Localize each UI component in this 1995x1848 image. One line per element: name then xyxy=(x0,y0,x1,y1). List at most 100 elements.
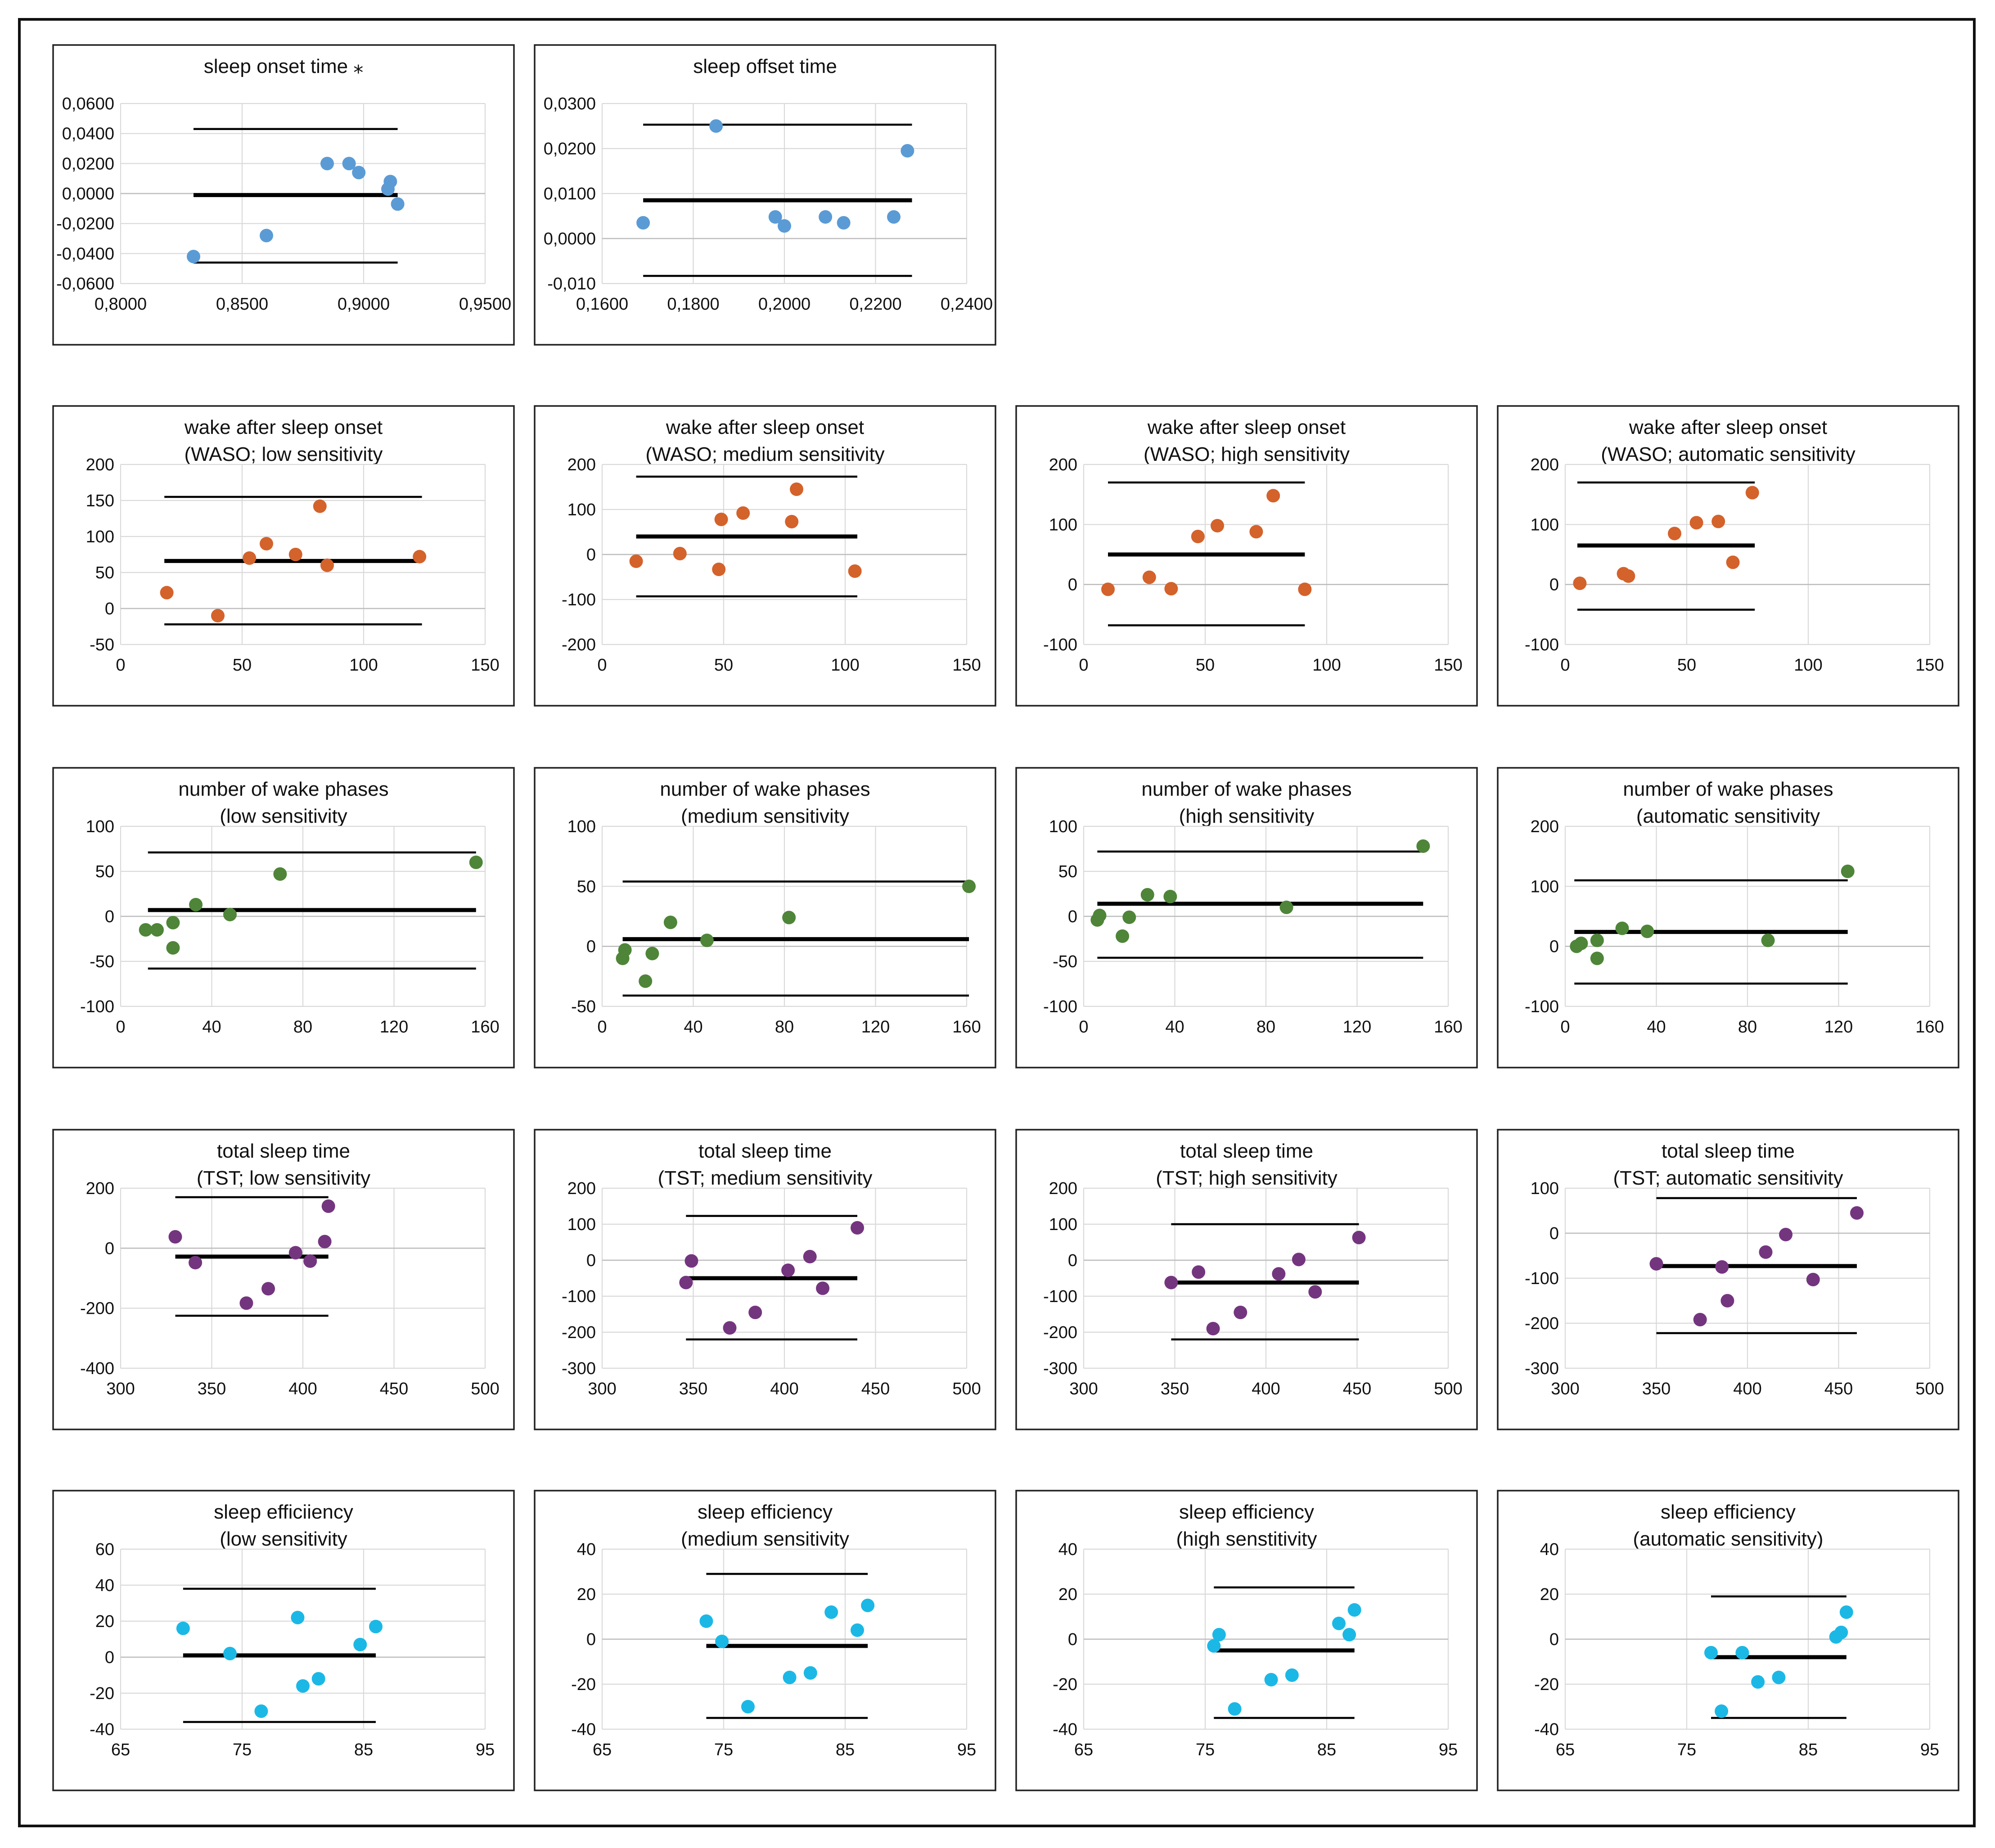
y-tick-label: 20 xyxy=(1058,1585,1077,1604)
data-point xyxy=(1163,890,1177,903)
data-point xyxy=(1211,519,1224,532)
data-point xyxy=(273,867,287,881)
data-point xyxy=(1574,937,1588,950)
chart-title-line: (low sensitivity xyxy=(220,1528,347,1550)
data-point xyxy=(320,157,334,171)
chart-title-line: wake after sleep onset xyxy=(184,416,383,438)
x-tick-label: 100 xyxy=(1312,656,1341,675)
x-tick-label: 350 xyxy=(1161,1379,1189,1398)
y-tick-label: 0,0600 xyxy=(62,95,114,113)
data-point xyxy=(311,1672,325,1686)
x-tick-label: 0,2200 xyxy=(849,295,901,314)
y-tick-label: -300 xyxy=(1525,1359,1559,1378)
data-point xyxy=(352,166,366,180)
y-tick-label: -400 xyxy=(80,1359,114,1378)
data-point xyxy=(223,1647,237,1660)
x-tick-label: 75 xyxy=(233,1740,252,1759)
y-tick-label: -40 xyxy=(1534,1720,1559,1739)
x-tick-label: 65 xyxy=(593,1740,612,1759)
y-tick-label: 0,0200 xyxy=(62,154,114,173)
x-tick-label: 500 xyxy=(1434,1379,1462,1398)
data-point xyxy=(736,506,750,520)
chart-title-line: sleep offset time xyxy=(693,55,837,77)
data-point xyxy=(168,1230,182,1244)
data-point xyxy=(1212,1628,1226,1641)
data-point xyxy=(1720,1294,1734,1307)
data-point xyxy=(1249,525,1263,539)
data-point xyxy=(887,210,901,224)
chart-title-line: (WASO; low sensitivity xyxy=(185,443,383,465)
y-tick-label: -20 xyxy=(571,1675,596,1694)
x-tick-label: 40 xyxy=(1647,1018,1666,1037)
data-point xyxy=(629,554,643,568)
x-tick-label: 150 xyxy=(1915,656,1944,675)
chart-title-line: sleep efficiiency xyxy=(214,1501,353,1523)
x-tick-label: 500 xyxy=(952,1379,981,1398)
data-point xyxy=(223,908,237,921)
y-tick-label: 100 xyxy=(567,817,596,836)
y-tick-label: -0,010 xyxy=(547,275,596,293)
y-tick-label: 20 xyxy=(1540,1585,1559,1604)
data-point xyxy=(1850,1206,1864,1220)
data-point xyxy=(1352,1230,1366,1244)
x-tick-label: 50 xyxy=(1677,656,1696,675)
chart-title-line: (low sensitivity xyxy=(220,805,347,827)
y-tick-label: -50 xyxy=(90,636,114,654)
chart-title-line: wake after sleep onset xyxy=(1629,416,1827,438)
chart-panel-offset: sleep offset time -0,010 0,0000 0,0100 0,020… xyxy=(534,44,996,346)
chart-panel-onset: sleep onset time ⁎ -0,0600 -0,0400 -0,0200 0… xyxy=(52,44,515,346)
x-tick-label: 400 xyxy=(1252,1379,1280,1398)
chart-title-line: (TST; medium sensitivity xyxy=(658,1167,873,1189)
data-point xyxy=(1668,527,1681,541)
data-point xyxy=(383,175,397,189)
y-tick-label: 200 xyxy=(1531,817,1559,836)
data-point xyxy=(901,144,914,158)
data-point xyxy=(1759,1245,1773,1259)
x-tick-label: 150 xyxy=(952,656,981,675)
data-point xyxy=(369,1620,383,1633)
chart-title-line: total sleep time xyxy=(1180,1140,1313,1162)
data-point xyxy=(1779,1228,1793,1241)
data-point xyxy=(848,564,862,578)
x-tick-label: 85 xyxy=(1799,1740,1818,1759)
chart-panel-se-high: sleep efficiency (high senstitivity -40 -20… xyxy=(1015,1490,1478,1791)
panel-border xyxy=(1015,1490,1478,1791)
x-tick-label: 350 xyxy=(1642,1379,1671,1398)
x-tick-label: 80 xyxy=(775,1018,794,1037)
data-point xyxy=(715,1635,729,1648)
data-point xyxy=(1228,1702,1242,1716)
data-point xyxy=(803,1250,817,1263)
chart-title-line: (automatic sensitivity) xyxy=(1633,1528,1823,1550)
data-point xyxy=(1192,1265,1206,1279)
y-tick-label: 0 xyxy=(586,938,596,956)
data-point xyxy=(1116,929,1130,943)
chart-title-line: (TST; automatic sensitivity xyxy=(1613,1167,1843,1189)
data-point xyxy=(187,250,200,263)
chart-panel-se-low: sleep efficiiency (low sensitivity -40 -20 0… xyxy=(52,1490,515,1791)
figure-frame: sleep onset time ⁎ -0,0600 -0,0400 -0,0200 0… xyxy=(18,18,1976,1827)
data-point xyxy=(243,551,257,565)
chart-title-line: (high sensitivity xyxy=(1179,805,1315,827)
y-tick-label: -200 xyxy=(562,636,596,654)
x-tick-label: 160 xyxy=(952,1018,981,1037)
chart-title-line: number of wake phases xyxy=(1623,778,1833,800)
data-point xyxy=(768,210,782,224)
x-tick-label: 100 xyxy=(349,656,378,675)
data-point xyxy=(1640,924,1654,938)
y-tick-label: 0 xyxy=(1068,1630,1077,1649)
x-tick-label: 75 xyxy=(714,1740,733,1759)
x-tick-label: 400 xyxy=(1733,1379,1761,1398)
chart-panel-wake-auto: number of wake phases (automatic sensitiv… xyxy=(1497,767,1959,1068)
x-tick-label: 120 xyxy=(380,1018,408,1037)
y-tick-label: 40 xyxy=(1058,1540,1077,1559)
y-tick-label: 200 xyxy=(86,1179,114,1198)
x-tick-label: 95 xyxy=(1439,1740,1458,1759)
y-tick-label: 200 xyxy=(567,1179,596,1198)
x-tick-label: 0,1600 xyxy=(576,295,628,314)
data-point xyxy=(1142,570,1156,584)
x-tick-label: 450 xyxy=(1343,1379,1371,1398)
y-tick-label: 20 xyxy=(577,1585,596,1604)
x-tick-label: 450 xyxy=(861,1379,890,1398)
data-point xyxy=(342,157,356,171)
chart-title-line: sleep onset time ⁎ xyxy=(204,55,364,77)
